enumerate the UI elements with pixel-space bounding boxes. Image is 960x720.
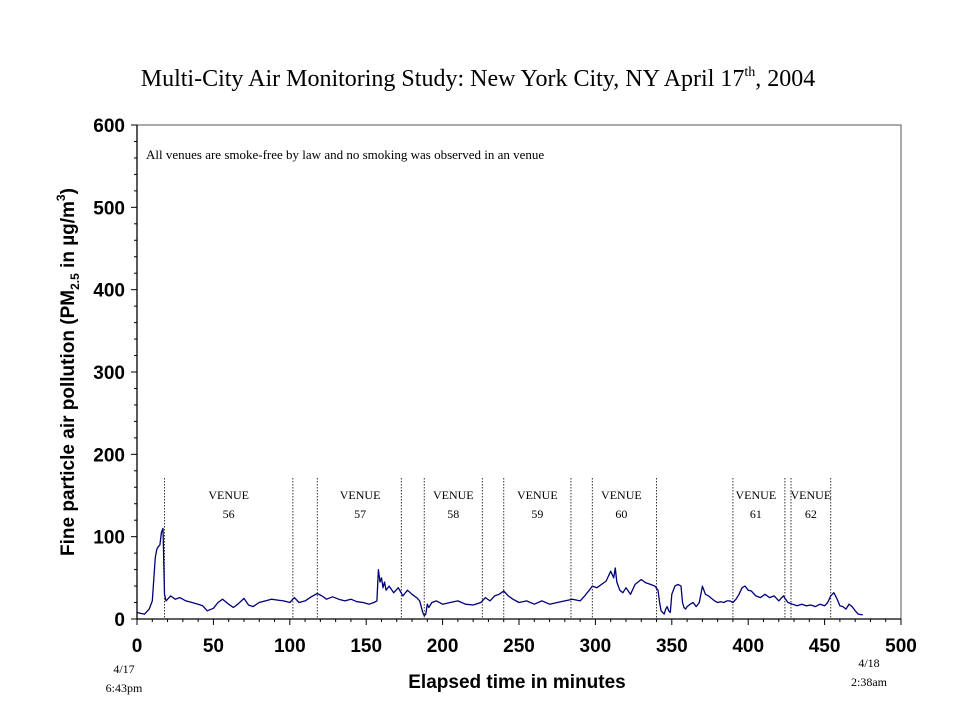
x-axis-label: Elapsed time in minutes	[408, 672, 626, 693]
end-date: 4/18	[858, 656, 879, 670]
start-time-label: 4/17 6:43pm	[106, 662, 143, 695]
venue-number-5: 61	[750, 507, 762, 521]
x-tick-label-10: 500	[885, 636, 917, 657]
pm25-series	[136, 527, 863, 617]
venue-label-4: VENUE	[601, 488, 642, 502]
venue-label-5: VENUE	[736, 488, 777, 502]
y-tick-label-2: 200	[93, 445, 125, 466]
x-tick-label-8: 400	[732, 636, 764, 657]
x-tick-label-0: 0	[132, 636, 143, 657]
venue-label-2: VENUE	[433, 488, 474, 502]
x-tick-label-4: 200	[427, 636, 459, 657]
venue-label-3: VENUE	[517, 488, 558, 502]
y-tick-label-4: 400	[93, 281, 125, 302]
y-axis-label: Fine particle air pollution (PM2.5 in µg…	[54, 188, 82, 556]
start-time: 6:43pm	[106, 681, 143, 695]
venue-number-4: 60	[615, 507, 627, 521]
venue-number-6: 62	[805, 507, 817, 521]
plot-frame	[136, 124, 902, 620]
venue-number-3: 59	[531, 507, 543, 521]
x-tick-label-3: 150	[350, 636, 382, 657]
venue-label-1: VENUE	[340, 488, 381, 502]
x-tick-label-1: 50	[203, 636, 224, 657]
chart-title: Multi-City Air Monitoring Study: New Yor…	[141, 65, 816, 92]
y-tick-label-3: 300	[93, 363, 125, 384]
axes: 0 100 200 300 400 500 600 0 50 100 150 200 250 300 350…	[93, 116, 917, 657]
venue-label-6: VENUE	[791, 488, 832, 502]
y-tick-label-0: 0	[114, 610, 125, 631]
end-time: 2:38am	[851, 675, 888, 689]
venue-label-0: VENUE	[208, 488, 249, 502]
x-tick-label-5: 250	[503, 636, 535, 657]
start-date: 4/17	[113, 662, 134, 676]
x-tick-label-2: 100	[274, 636, 306, 657]
x-tick-label-6: 300	[580, 636, 612, 657]
end-time-label: 4/18 2:38am	[851, 656, 888, 689]
venue-labels: VENUE 56 VENUE 57 VENUE 58 VENUE 59 VENUE 60 VENUE…	[208, 488, 831, 521]
series-line-0	[136, 527, 863, 617]
y-tick-label-5: 500	[93, 198, 125, 219]
plot-area: VENUE 56 VENUE 57 VENUE 58 VENUE 59 VENUE 60 VENUE…	[93, 116, 917, 657]
venue-boundaries	[164, 478, 832, 619]
no-smoking-annotation: All venues are smoke-free by law and no …	[146, 147, 544, 162]
venue-number-0: 56	[223, 507, 235, 521]
x-tick-label-7: 350	[656, 636, 688, 657]
y-tick-label-1: 100	[93, 528, 125, 549]
x-tick-label-9: 450	[809, 636, 841, 657]
venue-number-1: 57	[354, 507, 366, 521]
venue-number-2: 58	[447, 507, 459, 521]
y-tick-label-6: 600	[93, 116, 125, 137]
